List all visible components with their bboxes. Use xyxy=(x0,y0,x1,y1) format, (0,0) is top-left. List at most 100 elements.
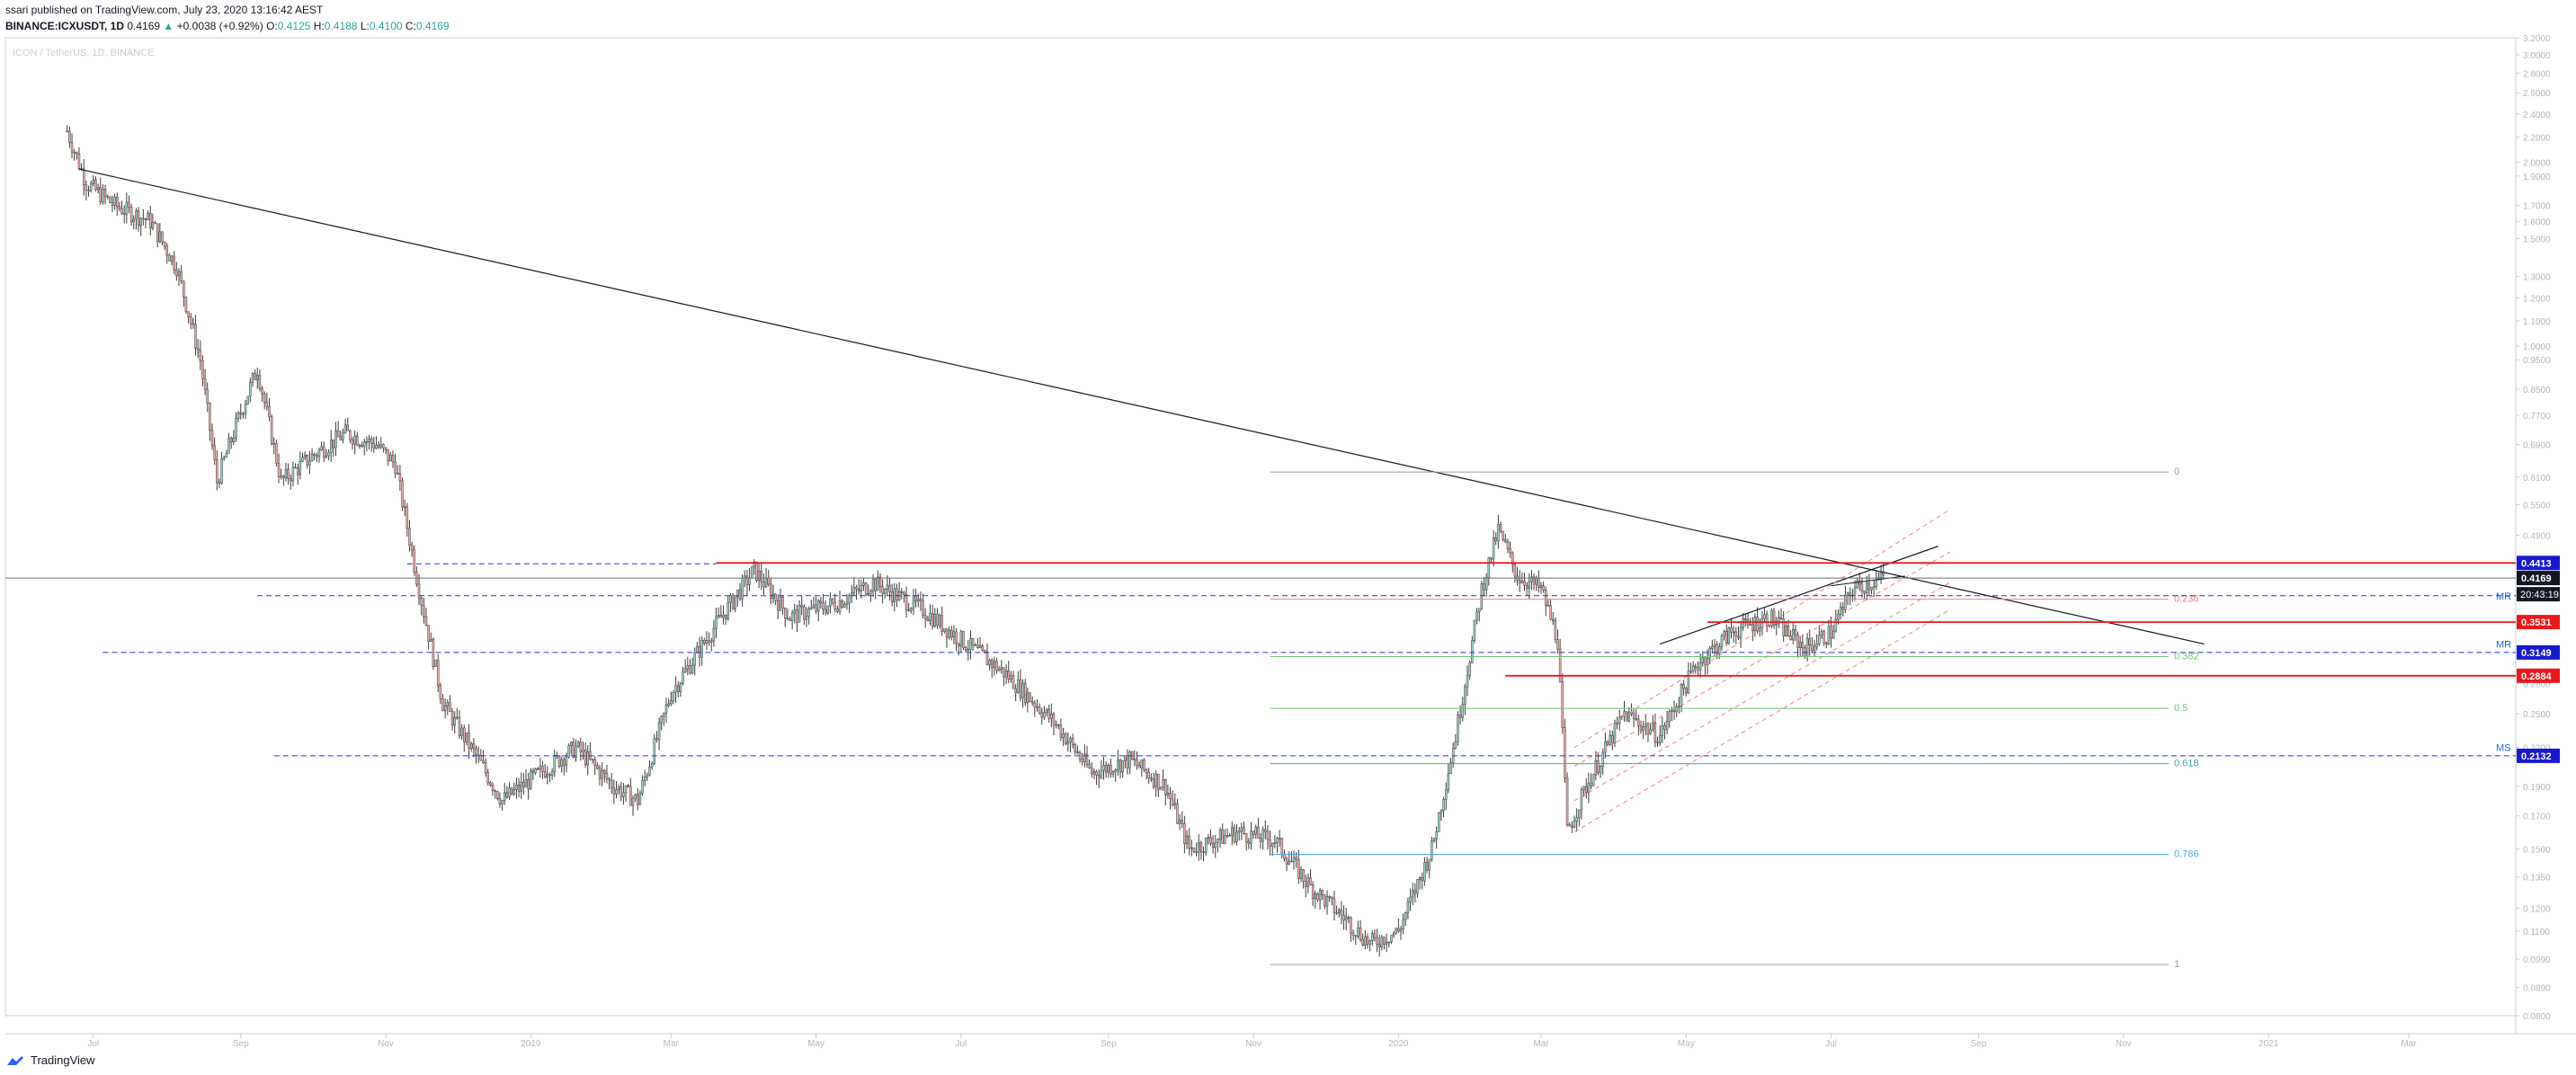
candle-body xyxy=(781,596,784,609)
candle-body xyxy=(1694,665,1698,668)
countdown-box xyxy=(2517,587,2560,602)
low-value: 0.4100 xyxy=(369,20,403,32)
candle-body xyxy=(1785,626,1787,636)
candle-body xyxy=(268,405,271,417)
candle-body xyxy=(981,645,984,651)
candle-body xyxy=(710,640,713,643)
candle-body xyxy=(1104,764,1108,773)
x-tick-label: May xyxy=(807,1039,824,1048)
candle-body xyxy=(553,755,556,772)
candle-body xyxy=(1863,591,1866,594)
x-tick-label: Mar xyxy=(2401,1039,2417,1048)
candle-body xyxy=(398,473,402,482)
candle-body xyxy=(890,591,894,602)
candle-body xyxy=(824,609,827,614)
candle-body xyxy=(596,765,599,768)
candle-body xyxy=(567,745,570,758)
candle-body xyxy=(1665,721,1669,730)
price-tag-box xyxy=(2517,571,2560,586)
candle-body xyxy=(1373,933,1377,938)
candle-body xyxy=(836,609,839,612)
candle-body xyxy=(955,631,958,644)
candle-body xyxy=(1092,770,1096,775)
candle-body xyxy=(420,598,423,606)
price-chart[interactable]: 3.2000 3.0000 2.8000 2.6000 2.4000 2.2000 2.00… xyxy=(0,0,2576,1048)
candle-body xyxy=(1012,675,1015,689)
candle-body xyxy=(786,617,789,619)
candle-body xyxy=(1418,877,1422,880)
candle-body xyxy=(83,168,85,186)
candle-body xyxy=(1126,755,1129,768)
candle-body xyxy=(1594,760,1598,776)
candle-body xyxy=(1530,576,1533,582)
candle-body xyxy=(1204,838,1208,853)
open-label: O: xyxy=(266,20,278,32)
fib-level-label: 0 xyxy=(2174,466,2179,477)
candle-body xyxy=(317,449,321,458)
candle-body xyxy=(361,444,363,448)
candle-body xyxy=(1879,572,1883,578)
candle-body xyxy=(682,671,684,684)
candle-body xyxy=(362,441,366,448)
candle-body xyxy=(1604,741,1607,753)
candle-body xyxy=(643,777,646,781)
tradingview-brand: TradingView xyxy=(31,1053,95,1067)
candle-body xyxy=(1017,679,1020,693)
tradingview-logo[interactable]: TradingView xyxy=(5,1053,95,1067)
candle-body xyxy=(1471,640,1474,663)
candle-body xyxy=(672,692,675,701)
candle-body xyxy=(1380,937,1384,947)
candle-body xyxy=(591,758,594,760)
candle-body xyxy=(216,458,218,484)
candle-body xyxy=(755,561,758,582)
candle-body xyxy=(1178,820,1181,824)
candle-body xyxy=(1723,630,1725,636)
candle-body xyxy=(1680,684,1683,707)
candle-body xyxy=(943,628,946,632)
low-label: L: xyxy=(360,20,370,32)
candle-body xyxy=(1114,769,1117,773)
candle-body xyxy=(729,595,732,603)
candle-body xyxy=(1685,688,1688,694)
candle-body xyxy=(1765,614,1769,626)
candle-body xyxy=(762,582,765,588)
candle-body xyxy=(308,460,311,466)
candle-body xyxy=(619,786,623,797)
candle-body xyxy=(1584,786,1588,794)
candle-body xyxy=(1185,835,1189,844)
candle-body xyxy=(764,577,768,588)
y-tick-label: 3.0000 xyxy=(2523,51,2551,61)
candle-body xyxy=(1091,767,1093,775)
candle-body xyxy=(1083,753,1086,762)
candle-body xyxy=(494,790,496,792)
candle-body xyxy=(1325,896,1329,907)
candle-body xyxy=(1791,628,1795,640)
candle-body xyxy=(1466,675,1469,688)
candle-body xyxy=(1860,583,1864,591)
candle-body xyxy=(1727,627,1731,644)
candle-body xyxy=(356,435,359,446)
price-tag-label: 0.2884 xyxy=(2521,671,2553,682)
candle-body xyxy=(1794,628,1797,635)
candle-body xyxy=(370,438,373,444)
x-tick-label: Nov xyxy=(2116,1039,2132,1048)
candle-body xyxy=(1549,605,1552,620)
candle-body xyxy=(734,596,736,609)
y-tick-label: 0.6900 xyxy=(2523,441,2551,451)
candle-body xyxy=(343,424,347,433)
candle-body xyxy=(1173,803,1177,805)
candle-body xyxy=(777,600,780,611)
candle-body xyxy=(1199,842,1203,852)
candle-body xyxy=(1744,618,1747,621)
candle-body xyxy=(877,576,879,591)
candle-body xyxy=(156,223,159,243)
candle-body xyxy=(978,645,982,648)
candle-body xyxy=(708,640,710,643)
candle-body xyxy=(1243,827,1245,834)
candle-body xyxy=(510,787,513,795)
candle-body xyxy=(903,591,905,596)
candle-body xyxy=(1425,862,1429,871)
candle-body xyxy=(1837,613,1840,620)
candle-body xyxy=(282,475,285,479)
candle-body xyxy=(1756,617,1759,632)
